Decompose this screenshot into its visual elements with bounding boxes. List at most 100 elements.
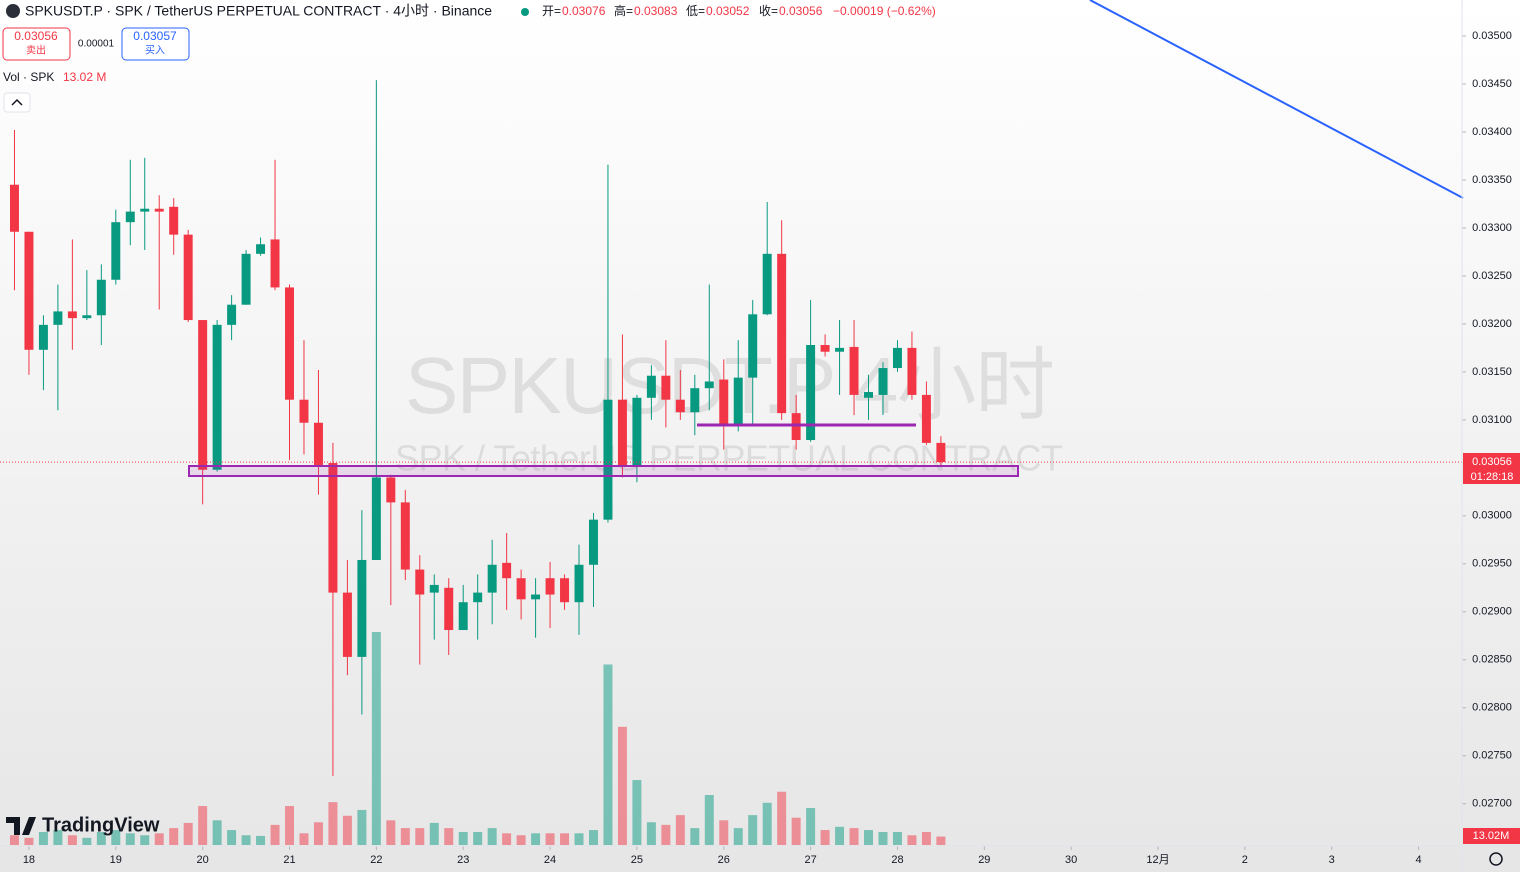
candle-body [444, 587, 454, 631]
collapse-button[interactable] [3, 92, 31, 113]
volume-bar [313, 822, 323, 845]
candle-body [892, 347, 902, 369]
sell-label: 卖出 [26, 44, 46, 57]
volume-bar [38, 832, 48, 845]
volume-bar [487, 828, 497, 845]
volume-bar [574, 833, 584, 845]
candle-body [560, 578, 570, 603]
candle-body [371, 477, 381, 560]
volume-bar [285, 806, 294, 845]
candle-body [574, 564, 584, 603]
candle-body [212, 324, 222, 470]
volume-title: Vol · SPK [3, 70, 54, 84]
candle-body [531, 594, 541, 600]
y-tick-label: 0.03000 [1472, 510, 1512, 522]
volume-bar [704, 794, 714, 845]
volume-bar [241, 835, 251, 845]
candle-body [256, 244, 266, 254]
candle-body [9, 184, 19, 232]
ohlc-legend: 开= 0.03076 高= 0.03083 低= 0.03052 收= 0.03056 [542, 3, 823, 18]
volume-tag-label: 13.02M [1473, 830, 1510, 842]
legend-label: 开= [542, 4, 561, 18]
candle-body [270, 239, 280, 288]
volume-bar [96, 832, 106, 845]
symbol-title[interactable]: SPKUSDT.P · SPK / TetherUS PERPETUAL CON… [25, 3, 492, 19]
candle-body [864, 392, 874, 398]
y-tick-label: 0.03200 [1472, 318, 1512, 330]
buy-price: 0.03057 [133, 29, 177, 43]
brand-name: TradingView [42, 814, 160, 836]
settings-icon[interactable] [1489, 852, 1503, 866]
candle-body [603, 399, 613, 520]
candle-body [646, 375, 656, 398]
trend-line[interactable] [1089, 0, 1464, 199]
y-tick-label: 0.03150 [1472, 366, 1512, 378]
volume-bar [371, 632, 381, 845]
y-tick-label: 0.03400 [1472, 126, 1512, 138]
candle-body [878, 368, 888, 395]
symbol-icon [6, 4, 20, 18]
y-tick-label: 0.02750 [1472, 750, 1512, 762]
spread: 0.00001 [78, 39, 115, 50]
candle-body [661, 375, 671, 400]
volume-bar [154, 833, 164, 845]
candle-body [733, 377, 743, 425]
support-zone[interactable] [188, 465, 1019, 477]
volume-bar [415, 828, 425, 845]
y-tick-label: 0.03250 [1472, 270, 1512, 282]
sell-button[interactable] [2, 27, 71, 61]
volume-bar [588, 830, 598, 845]
candle-body [516, 578, 526, 600]
volume-bar [907, 835, 917, 845]
volume-bar [140, 835, 150, 845]
volume-bar [516, 835, 526, 845]
collapse-icon [11, 98, 23, 106]
y-tick-label: 0.03450 [1472, 78, 1512, 90]
candle-body [777, 253, 787, 414]
watermark-description: SPK / TetherUS PERPETUAL CONTRACT [395, 438, 1063, 479]
volume-bar [270, 824, 280, 845]
candle-body [24, 231, 34, 350]
volume-bar [429, 822, 439, 845]
candle-body [169, 206, 179, 235]
volume-bar [719, 820, 729, 845]
candle-body [400, 502, 410, 570]
candle-body [936, 442, 946, 463]
volume-tag [1463, 828, 1520, 844]
watermark-symbol: SPKUSDT.P 4小时 [405, 341, 1055, 430]
volume-bar [82, 837, 92, 845]
volume-bar [531, 833, 541, 845]
status-dot [521, 8, 529, 16]
buy-button[interactable] [121, 27, 190, 61]
volume-bar [125, 833, 135, 845]
x-tick-label: 25 [631, 854, 643, 866]
candle-body [632, 397, 642, 467]
y-tick-label: 0.03350 [1472, 174, 1512, 186]
volume-bar [936, 836, 946, 845]
legend-value: 0.03056 [779, 4, 823, 18]
volume-bar [473, 832, 483, 845]
candle-body [907, 347, 917, 395]
candle-body [67, 311, 77, 319]
volume-bar [617, 726, 627, 845]
legend-label: 收= [759, 4, 778, 18]
candle-body [285, 287, 294, 400]
candle-body [675, 399, 685, 413]
y-tick-label: 0.02850 [1472, 654, 1512, 666]
last-price: 0.03056 [1472, 456, 1512, 468]
candle-body [125, 211, 135, 223]
volume-bar [835, 826, 845, 845]
volume-bar [458, 832, 468, 845]
legend-label: 高= [614, 3, 633, 18]
y-tick-label: 0.03100 [1472, 414, 1512, 426]
candle-body [357, 559, 367, 657]
last-price-tag [1463, 453, 1520, 484]
volume-bar [849, 828, 859, 845]
candle-body [82, 315, 92, 319]
candle-body [502, 562, 512, 579]
legend-value: 0.03083 [634, 4, 678, 18]
volume-bar [864, 830, 874, 845]
candle-body [791, 413, 801, 441]
candle-body [617, 399, 627, 467]
candle-body [299, 399, 309, 423]
